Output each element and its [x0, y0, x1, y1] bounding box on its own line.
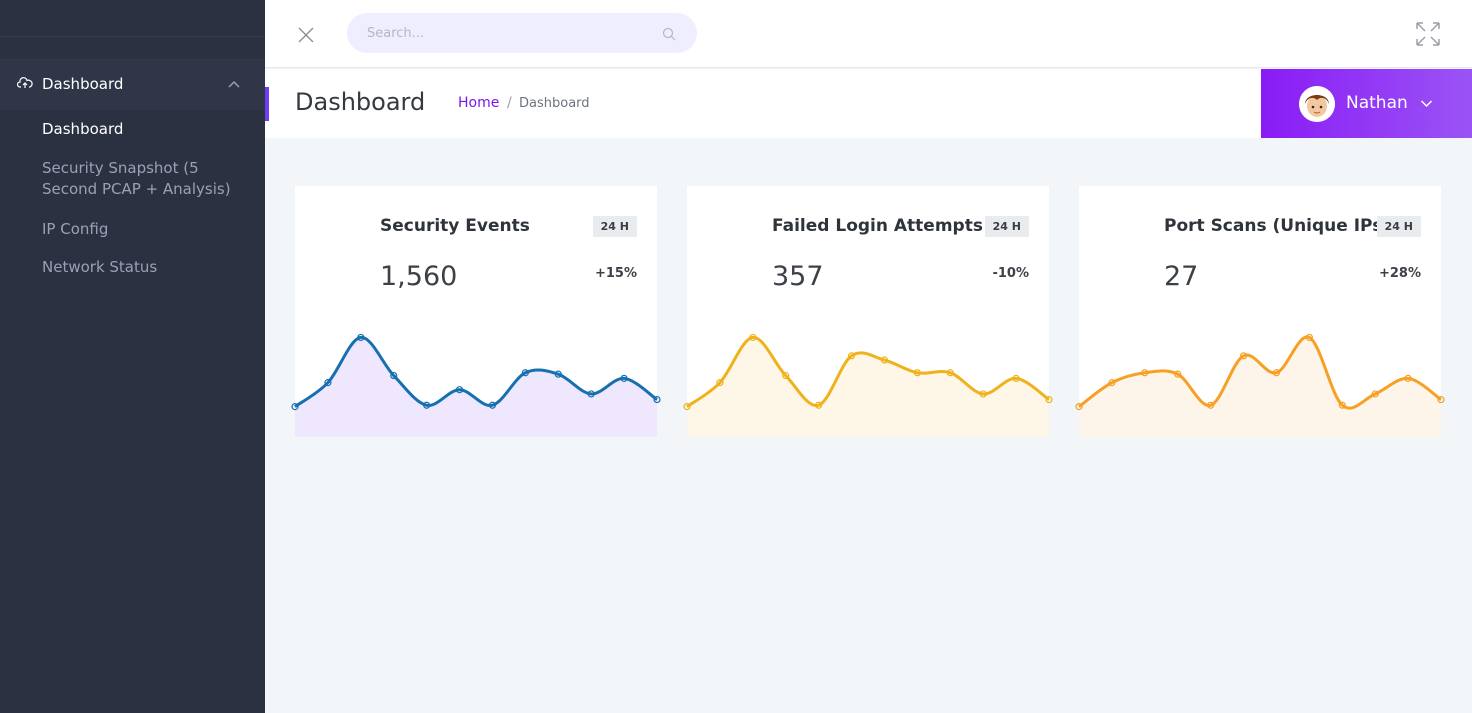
sparkline-point — [847, 352, 856, 360]
sparkline-point — [880, 356, 889, 364]
sparkline-point — [521, 369, 529, 377]
sparkline-point — [1012, 374, 1020, 382]
sparkline-point — [455, 386, 464, 394]
sparkline-point — [683, 403, 691, 411]
card-change: -10% — [992, 266, 1029, 281]
period-badge: 24 H — [984, 216, 1029, 237]
sparkline-point — [620, 374, 628, 382]
breadcrumb-current: Dashboard — [519, 96, 590, 111]
sidebar-divider — [0, 36, 265, 37]
sparkline-point — [1305, 333, 1313, 342]
breadcrumb-separator: / — [507, 95, 512, 111]
card-value: 27 — [1164, 261, 1199, 292]
search-box — [347, 13, 697, 53]
cloud-upload-icon — [17, 77, 33, 88]
sparkline-point — [423, 401, 431, 409]
sparkline-point — [291, 403, 299, 411]
card-change: +28% — [1378, 266, 1421, 281]
sparkline-line — [686, 335, 1050, 408]
sidebar: Dashboard Dashboard Security Snapshot (5… — [0, 0, 265, 713]
sparkline-point — [749, 333, 757, 342]
sparkline-point — [1075, 403, 1083, 411]
sparkline-point — [716, 379, 724, 387]
card-title: Failed Login Attempts — [772, 216, 983, 236]
sidebar-item-ip-config[interactable]: IP Config — [42, 220, 109, 238]
sparkline-point — [488, 401, 497, 409]
sparkline-chart — [291, 333, 661, 437]
stat-card-port-scans: Port Scans (Unique IPs) 24 H 27 +28% — [1075, 186, 1445, 437]
sparkline-line — [1078, 335, 1442, 410]
sparkline-point — [979, 390, 987, 398]
sparkline-point — [782, 371, 790, 380]
card-change: +15% — [594, 266, 637, 281]
sparkline-point — [653, 395, 661, 404]
sidebar-group-dashboard[interactable]: Dashboard — [0, 59, 265, 110]
user-name: Nathan — [1346, 93, 1408, 113]
card-title: Security Events — [380, 216, 530, 236]
sidebar-item-security-snapshot[interactable]: Security Snapshot (5 Second PCAP + Analy… — [42, 159, 231, 198]
page-title: Dashboard — [295, 88, 426, 116]
sparkline-point — [1437, 395, 1445, 404]
sparkline-point — [554, 370, 562, 378]
chevron-up-icon[interactable] — [227, 79, 241, 89]
period-badge: 24 H — [1376, 216, 1421, 237]
sparkline-point — [1371, 390, 1379, 398]
avatar — [1299, 86, 1335, 122]
sparkline-point — [1404, 374, 1412, 382]
sparkline-point — [390, 371, 398, 380]
page-header — [265, 69, 1261, 138]
page-header-accent — [265, 87, 269, 121]
card-title: Port Scans (Unique IPs) — [1164, 216, 1391, 236]
sparkline-chart — [1075, 333, 1445, 437]
sparkline-point — [913, 369, 921, 377]
chevron-down-icon — [1420, 100, 1433, 108]
sparkline-point — [1174, 370, 1182, 378]
sparkline-point — [1338, 401, 1346, 409]
sparkline-point — [946, 369, 954, 377]
sparkline-point — [357, 333, 365, 342]
sparkline-point — [1272, 369, 1281, 377]
sparkline-point — [1141, 369, 1149, 377]
breadcrumb-home[interactable]: Home — [458, 95, 500, 111]
sparkline-chart — [683, 333, 1053, 437]
period-badge: 24 H — [592, 216, 637, 237]
search-icon[interactable] — [662, 27, 676, 41]
sidebar-group-label: Dashboard — [42, 75, 124, 93]
stat-card-security-events: Security Events 24 H 1,560 +15% — [291, 186, 661, 437]
sparkline-area — [295, 337, 657, 437]
sidebar-item-network-status[interactable]: Network Status — [42, 258, 158, 276]
sparkline-point — [1207, 401, 1215, 409]
sidebar-item-dashboard[interactable]: Dashboard — [42, 120, 124, 138]
sparkline-point — [1108, 379, 1116, 387]
sparkline-point — [815, 401, 823, 409]
expand-icon[interactable] — [1415, 21, 1441, 47]
sparkline-point — [324, 379, 332, 387]
stat-card-failed-logins: Failed Login Attempts 24 H 357 -10% — [683, 186, 1053, 437]
close-icon[interactable] — [296, 25, 316, 45]
sparkline-point — [1045, 395, 1053, 404]
sparkline-point — [587, 390, 595, 398]
sparkline-point — [1239, 352, 1248, 360]
search-input[interactable] — [367, 23, 657, 43]
sparkline-area — [687, 337, 1049, 437]
user-menu[interactable]: Nathan — [1261, 69, 1472, 138]
card-value: 357 — [772, 261, 824, 292]
card-value: 1,560 — [380, 261, 458, 292]
sparkline-area — [1079, 336, 1441, 437]
